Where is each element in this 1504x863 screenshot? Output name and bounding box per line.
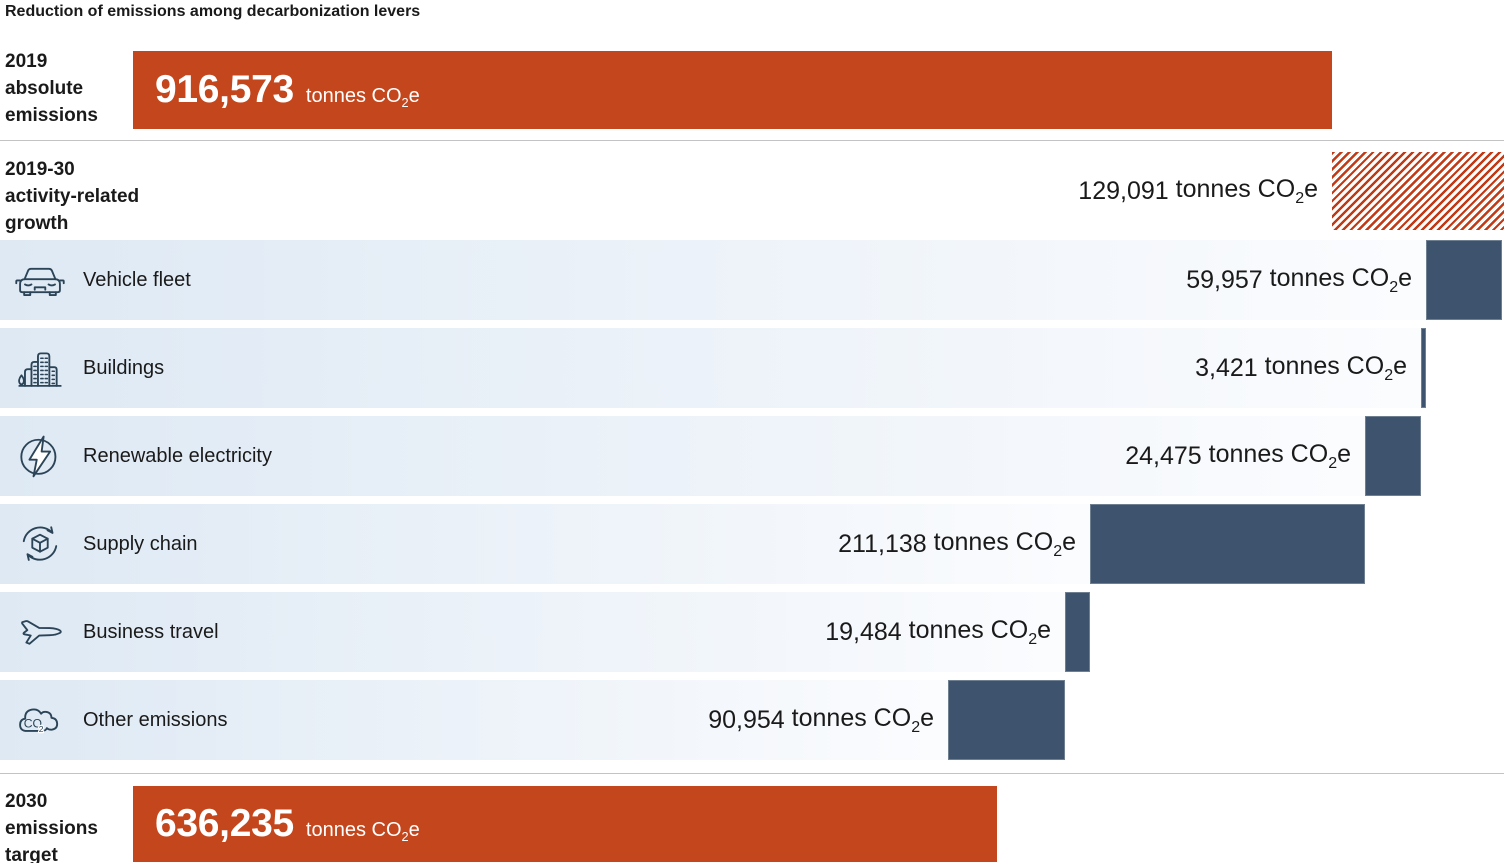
airplane-icon xyxy=(14,606,66,658)
lever-value: 19,484 tonnes CO2e xyxy=(825,615,1051,648)
row-band xyxy=(0,592,1065,672)
target-unit: tonnes CO2e xyxy=(305,819,420,844)
lever-value: 211,138 tonnes CO2e xyxy=(838,527,1076,560)
row-band xyxy=(0,328,1421,408)
chart-title: Reduction of emissions among decarboniza… xyxy=(5,3,421,20)
lever-row-renewable-electricity: Renewable electricity 24,475 tonnes CO2e xyxy=(0,416,1504,496)
lever-bar xyxy=(1421,328,1426,408)
lever-value: 90,954 tonnes CO2e xyxy=(708,703,934,736)
start-value: 916,573 xyxy=(155,68,294,111)
lever-name: Other emissions xyxy=(83,708,228,731)
lever-name: Renewable electricity xyxy=(83,444,272,467)
row-band xyxy=(0,680,948,760)
lever-value: 24,475 tonnes CO2e xyxy=(1125,439,1351,472)
lever-name: Business travel xyxy=(83,620,219,643)
lever-row-other-emissions: CO 2 Other emissions 90,954 tonnes CO2e xyxy=(0,680,1504,760)
lever-bar xyxy=(1065,592,1090,672)
lever-row-business-travel: Business travel 19,484 tonnes CO2e xyxy=(0,592,1504,672)
growth-label: 2019-30 activity-related growth xyxy=(5,159,140,234)
target-total-bar: 636,235 tonnes CO2e xyxy=(133,786,997,862)
co2-cloud-icon: CO 2 xyxy=(14,694,66,746)
supply-chain-icon xyxy=(14,518,66,570)
lightning-icon xyxy=(14,430,66,482)
svg-text:2: 2 xyxy=(39,724,44,734)
lever-name: Buildings xyxy=(83,356,165,379)
row-band xyxy=(0,240,1426,320)
buildings-icon xyxy=(14,342,66,394)
start-label: 2019 absolute emissions xyxy=(5,51,98,126)
growth-hatched-bar xyxy=(1332,152,1504,230)
row-band xyxy=(0,504,1090,584)
lever-row-vehicle-fleet: Vehicle fleet 59,957 tonnes CO2e xyxy=(0,240,1504,320)
lever-row-buildings: Buildings 3,421 tonnes CO2e xyxy=(0,328,1504,408)
car-icon xyxy=(14,254,66,306)
lever-bar xyxy=(1090,504,1365,584)
svg-text:CO: CO xyxy=(24,716,42,730)
start-total-bar: 916,573 tonnes CO2e xyxy=(133,51,1332,129)
growth-value: 129,091 tonnes CO2e xyxy=(1078,174,1318,207)
lever-value: 59,957 tonnes CO2e xyxy=(1186,263,1412,296)
lever-bar xyxy=(1426,240,1502,320)
lever-row-supply-chain: Supply chain 211,138 tonnes CO2e xyxy=(0,504,1504,584)
divider-bottom xyxy=(0,773,1504,774)
start-unit: tonnes CO2e xyxy=(305,85,420,110)
lever-bar xyxy=(1365,416,1421,496)
divider-top xyxy=(0,140,1504,141)
lever-name: Vehicle fleet xyxy=(83,268,191,291)
lever-value: 3,421 tonnes CO2e xyxy=(1195,351,1407,384)
lever-name: Supply chain xyxy=(83,532,198,555)
target-label: 2030 emissions target xyxy=(5,791,98,863)
target-value: 636,235 xyxy=(155,802,294,845)
row-band xyxy=(0,416,1365,496)
lever-bar xyxy=(948,680,1065,760)
